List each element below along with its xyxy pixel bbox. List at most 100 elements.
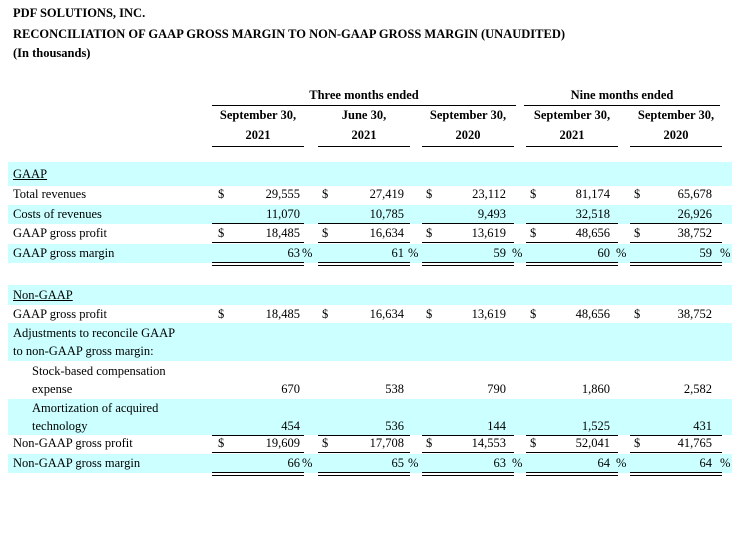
row-label-adjustments-2: to non-GAAP gross margin:	[13, 344, 154, 358]
gaap-costs-of-revenues-value: 26,926	[677, 207, 712, 221]
total-rule	[526, 452, 618, 453]
gaap-gross-margin-value: 63	[287, 246, 301, 260]
row-label-gaap-gross-margin: GAAP gross margin	[13, 246, 115, 260]
row-band	[8, 205, 732, 224]
section-label-non-gaap: Non-GAAP	[13, 288, 73, 302]
gaap-costs-of-revenues-value: 32,518	[575, 207, 610, 221]
double-total-rule	[318, 472, 410, 476]
col-header-2-line2: 2021	[351, 128, 377, 142]
group-header-nine-months: Nine months ended	[524, 88, 720, 106]
row-label-gaap-gross-profit: GAAP gross profit	[13, 226, 107, 240]
row-label-adjustments-1: Adjustments to reconcile GAAP	[13, 326, 176, 340]
percent-symbol: %	[720, 246, 731, 260]
non-gaap-amortization-value: 1,525	[581, 419, 610, 433]
currency-symbol: $	[218, 307, 225, 321]
total-rule	[630, 452, 722, 453]
non-gaap-gaap-gross-profit-value: 18,485	[265, 307, 300, 321]
gaap-costs-of-revenues-value: 9,493	[477, 207, 506, 221]
gaap-gross-profit-value: 38,752	[677, 226, 712, 240]
total-rule	[422, 452, 514, 453]
row-label-non-gaap-gross-margin: Non-GAAP gross margin	[13, 456, 141, 470]
col-header-1-line2: 2021	[245, 128, 271, 142]
double-total-rule	[318, 262, 410, 266]
total-rule	[212, 242, 304, 243]
row-label-gaap-gross-profit-ng: GAAP gross profit	[13, 307, 107, 321]
gaap-gross-profit-value: 13,619	[471, 226, 506, 240]
double-total-rule	[422, 262, 514, 266]
double-total-rule	[630, 262, 722, 266]
non-gaap-stock-comp-value: 2,582	[683, 382, 712, 396]
total-rule	[630, 435, 722, 436]
gaap-gross-margin-value: 61	[391, 246, 405, 260]
total-rule	[422, 223, 514, 224]
gaap-gross-profit-value: 16,634	[369, 226, 404, 240]
row-label-stock-comp-1: Stock-based compensation	[32, 364, 166, 378]
non-gaap-gaap-gross-profit-value: 13,619	[471, 307, 506, 321]
group-header-three-months: Three months ended	[212, 88, 516, 106]
currency-symbol: $	[530, 226, 537, 240]
non-gaap-amortization-value: 431	[693, 419, 712, 433]
col-header-4-line2: 2021	[559, 128, 585, 142]
gaap-gross-profit-value: 18,485	[265, 226, 300, 240]
row-band	[8, 454, 732, 473]
currency-symbol: $	[426, 436, 433, 450]
non-gaap-gross-profit-value: 52,041	[575, 436, 610, 450]
non-gaap-gross-margin-value: 63	[493, 456, 507, 470]
non-gaap-gross-profit-value: 41,765	[677, 436, 712, 450]
currency-symbol: $	[218, 187, 225, 201]
percent-symbol: %	[512, 456, 523, 470]
double-total-rule	[212, 472, 304, 476]
company-name: PDF SOLUTIONS, INC.	[13, 6, 146, 20]
col-header-3-line1: September 30,	[429, 108, 507, 122]
row-band	[8, 323, 732, 361]
non-gaap-amortization-value: 454	[281, 419, 300, 433]
non-gaap-amortization-value: 144	[487, 419, 506, 433]
double-total-rule	[212, 262, 304, 266]
row-band	[8, 285, 732, 305]
total-rule	[318, 435, 410, 436]
non-gaap-stock-comp-value: 670	[281, 382, 300, 396]
col-header-rule	[212, 146, 304, 147]
gaap-total-revenues-value: 29,555	[265, 187, 300, 201]
gaap-costs-of-revenues-value: 11,070	[266, 207, 300, 221]
row-label-amortization-2: technology	[32, 419, 88, 433]
non-gaap-gaap-gross-profit-value: 48,656	[575, 307, 610, 321]
currency-symbol: $	[634, 226, 641, 240]
double-total-rule	[422, 472, 514, 476]
total-rule	[318, 223, 410, 224]
currency-symbol: $	[322, 226, 329, 240]
row-band	[8, 244, 732, 263]
non-gaap-gross-profit-value: 14,553	[471, 436, 506, 450]
currency-symbol: $	[634, 187, 641, 201]
currency-symbol: $	[634, 307, 641, 321]
col-header-rule	[526, 146, 618, 147]
currency-symbol: $	[426, 187, 433, 201]
col-header-4-line1: September 30,	[533, 108, 611, 122]
gaap-gross-margin-value: 59	[493, 246, 507, 260]
double-total-rule	[630, 472, 722, 476]
total-rule	[318, 242, 410, 243]
currency-symbol: $	[218, 226, 225, 240]
row-band	[8, 162, 732, 186]
currency-symbol: $	[426, 307, 433, 321]
col-header-rule	[422, 146, 514, 147]
currency-symbol: $	[530, 187, 537, 201]
currency-symbol: $	[530, 436, 537, 450]
non-gaap-gross-profit-value: 19,609	[265, 436, 300, 450]
percent-symbol: %	[512, 246, 523, 260]
currency-symbol: $	[530, 307, 537, 321]
col-header-1-line1: September 30,	[219, 108, 297, 122]
percent-symbol: %	[302, 246, 313, 260]
non-gaap-gross-profit-value: 17,708	[369, 436, 404, 450]
percent-symbol: %	[616, 246, 627, 260]
row-label-costs-of-revenues: Costs of revenues	[13, 207, 102, 221]
total-rule	[630, 223, 722, 224]
percent-symbol: %	[408, 246, 419, 260]
row-label-amortization-1: Amortization of acquired	[32, 401, 159, 415]
non-gaap-gross-margin-value: 66	[287, 456, 301, 470]
percent-symbol: %	[408, 456, 419, 470]
report-title: RECONCILIATION OF GAAP GROSS MARGIN TO N…	[13, 27, 566, 41]
row-label-non-gaap-gross-profit: Non-GAAP gross profit	[13, 436, 133, 450]
col-header-2-line1: June 30,	[341, 108, 387, 122]
total-rule	[318, 452, 410, 453]
